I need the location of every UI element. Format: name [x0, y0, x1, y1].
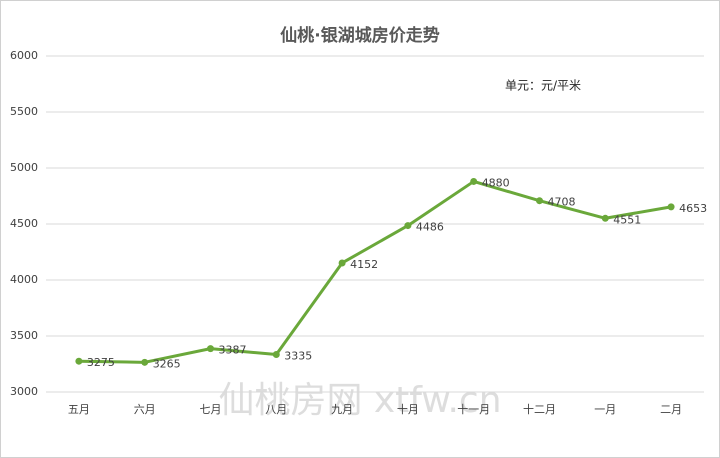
- data-label: 4551: [613, 213, 641, 226]
- series-line: [78, 179, 672, 364]
- data-point: [75, 357, 83, 365]
- x-tick-label: 五月: [68, 403, 90, 416]
- x-tick-label: 十二月: [523, 402, 556, 416]
- data-label: 3335: [284, 349, 312, 362]
- x-tick-label: 七月: [200, 403, 222, 416]
- data-point: [272, 350, 280, 358]
- data-point: [601, 214, 609, 222]
- data-point: [470, 177, 478, 185]
- y-tick-label: 4500: [10, 217, 38, 230]
- data-label: 4708: [548, 196, 576, 209]
- y-tick-label: 4000: [10, 273, 38, 286]
- data-point: [338, 259, 346, 267]
- data-label: 4653: [679, 202, 707, 215]
- y-tick-label: 5000: [10, 161, 38, 174]
- data-label: 4486: [416, 221, 444, 234]
- data-label: 3265: [153, 357, 181, 370]
- watermark: 仙桃房网 xtfw.cn: [218, 380, 501, 421]
- data-label: 3275: [87, 356, 115, 369]
- x-tick-label: 十月: [397, 402, 419, 416]
- data-point: [536, 197, 543, 205]
- x-tick-label: 九月: [331, 403, 353, 416]
- x-tick-label: 八月: [265, 403, 287, 416]
- chart-title: 仙桃·银湖城房价走势: [280, 25, 439, 46]
- data-point: [207, 345, 214, 353]
- data-label: 4152: [350, 258, 378, 271]
- data-point: [667, 203, 675, 211]
- data-label: 3387: [219, 344, 247, 357]
- x-tick-label: 一月: [594, 403, 616, 416]
- unit-annotation: 单元：元/平米: [505, 79, 581, 93]
- y-tick-label: 6000: [10, 49, 38, 62]
- y-tick-label: 5500: [10, 105, 38, 118]
- x-tick-label: 六月: [134, 403, 156, 416]
- x-tick-label: 十一月: [457, 402, 490, 416]
- x-tick-label: 二月: [660, 403, 682, 416]
- y-tick-label: 3500: [10, 329, 38, 342]
- data-point: [141, 358, 149, 366]
- y-tick-label: 3000: [10, 385, 38, 398]
- data-point: [404, 222, 412, 230]
- data-label: 4880: [482, 176, 510, 189]
